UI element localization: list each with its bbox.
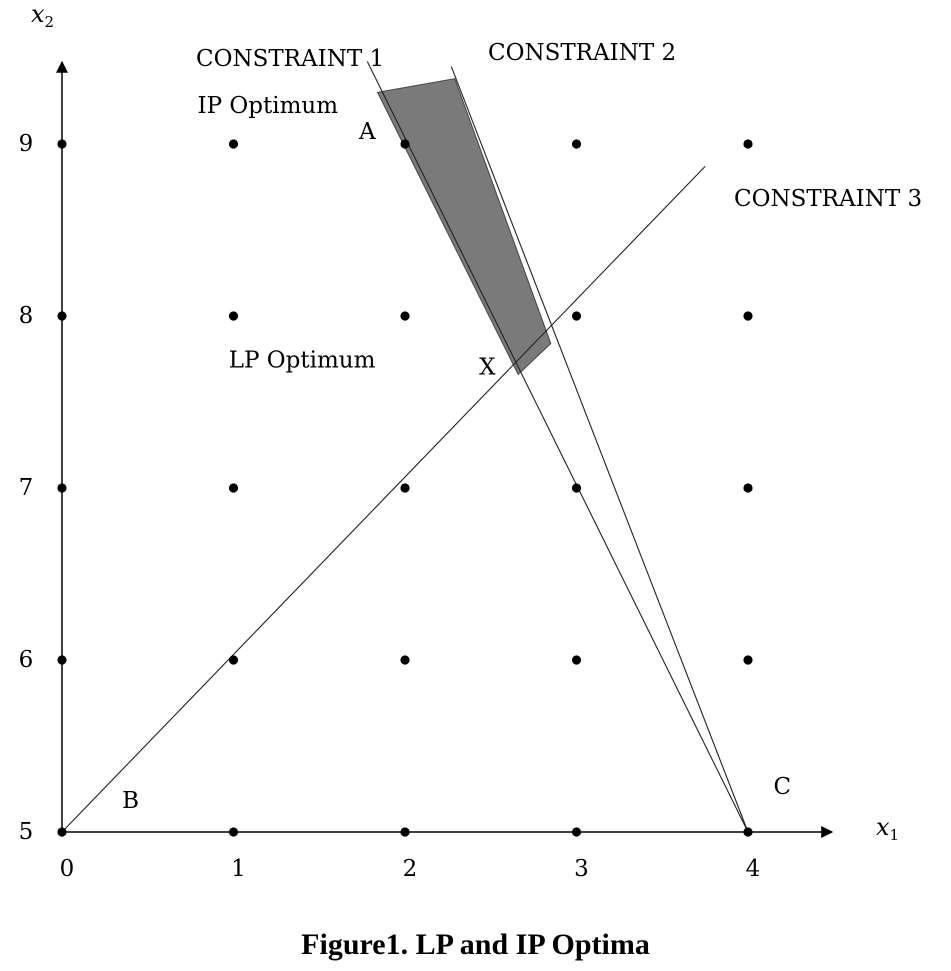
y-axis-label: x2 [31, 0, 54, 31]
lattice-point [228, 827, 239, 837]
lattice-point [57, 139, 67, 149]
lattice-point [571, 655, 582, 665]
constraint-1-line [366, 61, 749, 833]
lattice-point [743, 311, 753, 321]
lattice-point [57, 827, 67, 837]
lattice-point [400, 483, 410, 493]
lattice-point [228, 655, 239, 665]
constraint-1-label: CONSTRAINT 1 [196, 46, 384, 72]
lattice-point [571, 139, 582, 149]
x-tick-label: 3 [574, 856, 589, 882]
x-tick-label: 4 [746, 856, 761, 882]
lattice-point [400, 139, 410, 149]
lattice-point [743, 483, 753, 493]
lattice-point [400, 827, 410, 837]
y-tick-label: 5 [19, 819, 34, 845]
lattice-point [57, 655, 67, 665]
constraint-3-label: CONSTRAINT 3 [734, 186, 922, 212]
lp-optimum-label: LP Optimum [229, 348, 376, 374]
y-tick-label: 9 [19, 131, 34, 157]
lattice-point [571, 311, 582, 321]
y-tick-label: 6 [19, 647, 34, 673]
lattice-point [57, 311, 67, 321]
lattice-point [400, 311, 410, 321]
lattice-point [228, 311, 239, 321]
x-axis-label: x1 [876, 813, 899, 844]
constraint-2-label: CONSTRAINT 2 [488, 40, 676, 66]
shaded-feasible-region [376, 78, 552, 376]
lattice-point [571, 827, 582, 837]
lattice-point [57, 483, 67, 493]
figure-caption: Figure1. LP and IP Optima [301, 928, 650, 961]
constraint-2-line [450, 66, 749, 833]
constraint-3-line [61, 165, 706, 833]
lattice-point [743, 827, 753, 837]
x-tick-label: 1 [231, 856, 246, 882]
c-label: C [773, 774, 791, 800]
x-label: X [479, 354, 496, 380]
lattice-point [228, 483, 239, 493]
y-tick-label: 7 [19, 475, 34, 501]
x-tick-label: 2 [403, 856, 418, 882]
lattice-point [400, 655, 410, 665]
ip-optimum-label: IP Optimum [198, 93, 339, 119]
x-tick-label: 0 [60, 856, 75, 882]
lattice-point [571, 483, 582, 493]
lattice-point [743, 139, 753, 149]
y-tick-label: 8 [19, 303, 34, 329]
a-label: A [358, 119, 376, 145]
lattice-point [743, 655, 753, 665]
lattice-point [228, 139, 239, 149]
b-label: B [122, 788, 139, 814]
